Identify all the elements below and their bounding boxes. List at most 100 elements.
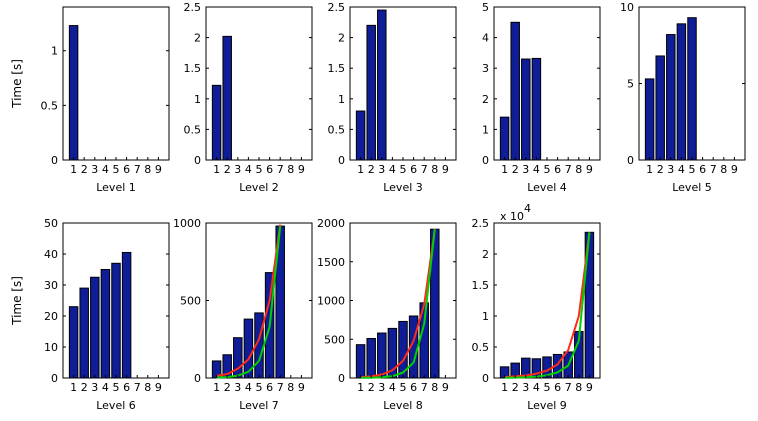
bar-2 — [79, 287, 89, 379]
x-tick-label: 9 — [586, 163, 593, 176]
panel-level-7: 1 2 3 4 5 6 7 8 9 0 500 1000 Level 7 — [173, 217, 313, 412]
x-tick-label: 5 — [113, 381, 120, 394]
x-tick-label: 4 — [245, 381, 252, 394]
red-trend-line — [360, 229, 436, 379]
y-tick-label: 2000 — [317, 217, 345, 230]
x-tick-label: 9 — [298, 381, 305, 394]
x-tick-label: 5 — [256, 163, 263, 176]
x-tick-label: 5 — [400, 163, 407, 176]
y-tick-label: 5 — [627, 78, 634, 91]
y-tick-label: 2 — [338, 32, 345, 45]
x-tick-label: 4 — [102, 163, 109, 176]
y-tick-label: 1 — [338, 93, 345, 106]
y-tick-label: 30 — [44, 279, 58, 292]
x-tick-label: 3 — [522, 163, 529, 176]
y-exponent-power: 4 — [524, 202, 531, 215]
y-tick-label: 1 — [51, 45, 58, 58]
x-tick-label: 5 — [689, 163, 696, 176]
y-tick-label: 40 — [44, 248, 58, 261]
x-tick-label: 1 — [357, 163, 364, 176]
x-tick-label: 2 — [368, 381, 375, 394]
bar-1 — [644, 78, 655, 161]
x-tick-label: 6 — [123, 163, 130, 176]
x-tick-label: 7 — [134, 163, 141, 176]
x-tick-label: 5 — [400, 381, 407, 394]
y-tick-label: 0.5 — [472, 341, 490, 354]
x-tick-label: 1 — [70, 163, 77, 176]
x-tick-label: 4 — [389, 163, 396, 176]
y-tick-label: 1 — [194, 93, 201, 106]
x-tick-label: 4 — [389, 381, 396, 394]
x-tick-label: 7 — [134, 381, 141, 394]
axes-box — [62, 6, 170, 161]
x-tick-label: 1 — [501, 163, 508, 176]
x-axis-label: Level 1 — [96, 181, 136, 194]
bar-3 — [521, 58, 531, 161]
x-tick-label: 9 — [442, 163, 449, 176]
panel-level-6: 1 2 3 4 5 6 7 8 9 0 10 20 30 40 50 Level 6 Time [s] — [10, 217, 170, 412]
x-tick-label: 2 — [512, 381, 519, 394]
x-tick-label: 6 — [699, 163, 706, 176]
x-tick-label: 5 — [544, 163, 551, 176]
panel-level-8: 1 2 3 4 5 6 7 8 9 0 500 1000 1500 2000 Level 8 — [317, 217, 457, 412]
x-tick-label: 6 — [554, 163, 561, 176]
x-tick-label: 3 — [91, 163, 98, 176]
x-tick-label: 3 — [234, 163, 241, 176]
x-tick-label: 7 — [565, 381, 572, 394]
y-tick-label: 4 — [482, 32, 489, 45]
y-tick-label: 0 — [482, 372, 489, 385]
x-tick-label: 8 — [287, 163, 294, 176]
x-tick-label: 9 — [586, 381, 593, 394]
x-tick-label: 5 — [544, 381, 551, 394]
bar-1 — [355, 110, 366, 161]
y-tick-label: 1.5 — [472, 279, 490, 292]
x-tick-label: 9 — [298, 163, 305, 176]
y-tick-label: 1 — [482, 123, 489, 136]
y-axis-label: Time [s] — [10, 276, 24, 326]
x-tick-label: 7 — [421, 163, 428, 176]
x-tick-label: 8 — [287, 381, 294, 394]
x-tick-label: 9 — [731, 163, 738, 176]
x-tick-label: 6 — [266, 381, 273, 394]
x-tick-label: 6 — [123, 381, 130, 394]
y-tick-label: 2 — [194, 32, 201, 45]
y-tick-label: 20 — [44, 310, 58, 323]
y-tick-label: 500 — [180, 295, 201, 308]
y-tick-label: 0 — [51, 372, 58, 385]
bar-3 — [377, 9, 387, 161]
x-tick-label: 8 — [720, 163, 727, 176]
x-tick-label: 1 — [70, 381, 77, 394]
y-tick-label: 500 — [324, 333, 345, 346]
x-tick-label: 4 — [533, 381, 540, 394]
y-tick-label: 3 — [482, 62, 489, 75]
x-tick-label: 1 — [213, 381, 220, 394]
x-tick-label: 8 — [575, 381, 582, 394]
y-tick-label: 10 — [44, 341, 58, 354]
x-axis-label: Level 3 — [383, 181, 423, 194]
x-tick-label: 4 — [533, 163, 540, 176]
x-tick-label: 2 — [81, 381, 88, 394]
x-tick-label: 3 — [522, 381, 529, 394]
bar-2 — [222, 35, 232, 161]
y-tick-label: 1.5 — [184, 62, 202, 75]
y-tick-label: 2.5 — [328, 1, 346, 14]
bar-3 — [377, 332, 387, 379]
y-tick-label: 2.5 — [184, 1, 202, 14]
green-trend-line — [360, 229, 436, 379]
x-tick-label: 8 — [144, 381, 151, 394]
x-tick-label: 2 — [81, 163, 88, 176]
bar-4 — [531, 57, 542, 161]
red-trend-line — [216, 224, 282, 377]
y-tick-label: 0 — [194, 372, 201, 385]
bar-6 — [121, 251, 132, 379]
y-tick-label: 0.5 — [184, 123, 202, 136]
axes-box — [349, 6, 457, 161]
axes-box — [205, 6, 313, 161]
bar-3 — [666, 34, 676, 161]
x-tick-label: 2 — [224, 381, 231, 394]
bar-1 — [355, 344, 366, 379]
